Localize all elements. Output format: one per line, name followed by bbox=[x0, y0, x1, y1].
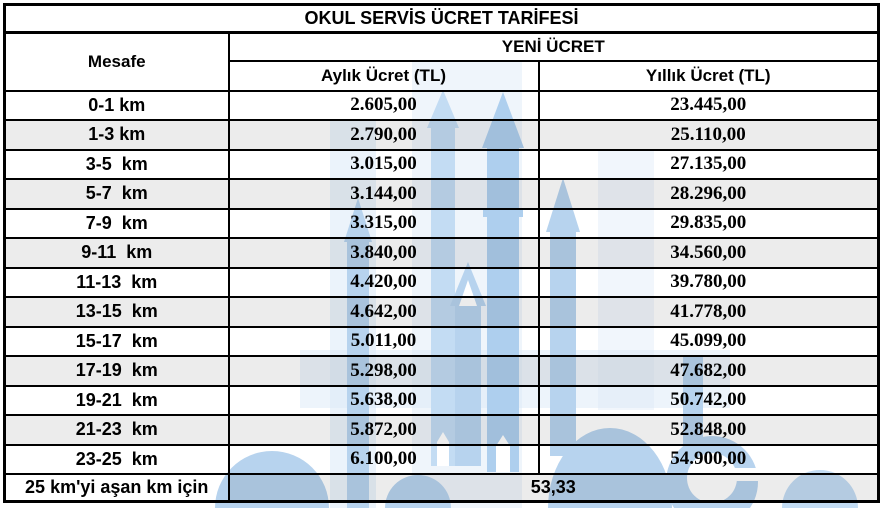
yearly-fee-cell: 41.778,00 bbox=[537, 296, 880, 328]
table-row: 9-11 km 3.840,00 34.560,00 bbox=[3, 237, 880, 269]
distance-cell: 13-15 km bbox=[3, 296, 230, 328]
yearly-fee-cell: 47.682,00 bbox=[537, 355, 880, 387]
table-row: 17-19 km 5.298,00 47.682,00 bbox=[3, 355, 880, 387]
distance-cell: 1-3 km bbox=[3, 119, 230, 151]
distance-cell: 5-7 km bbox=[3, 178, 230, 210]
monthly-fee-cell: 4.642,00 bbox=[227, 296, 540, 328]
distance-cell: 21-23 km bbox=[3, 414, 230, 446]
table-row: 15-17 km 5.011,00 45.099,00 bbox=[3, 325, 880, 357]
table-row: 0-1 km 2.605,00 23.445,00 bbox=[3, 89, 880, 121]
monthly-fee-cell: 6.100,00 bbox=[227, 443, 540, 475]
distance-cell: 19-21 km bbox=[3, 384, 230, 416]
distance-cell: 17-19 km bbox=[3, 355, 230, 387]
yearly-fee-cell: 25.110,00 bbox=[537, 119, 880, 151]
monthly-fee-cell: 4.420,00 bbox=[227, 266, 540, 298]
footer-value-cell: 53,33 bbox=[227, 473, 880, 502]
header-yearly-fee: Yıllık Ücret (TL) bbox=[537, 59, 880, 92]
yearly-fee-cell: 45.099,00 bbox=[537, 325, 880, 357]
yearly-fee-cell: 39.780,00 bbox=[537, 266, 880, 298]
monthly-fee-cell: 5.298,00 bbox=[227, 355, 540, 387]
page-title: OKUL SERVİS ÜCRET TARİFESİ bbox=[3, 3, 880, 34]
monthly-fee-cell: 3.840,00 bbox=[227, 237, 540, 269]
monthly-fee-cell: 3.315,00 bbox=[227, 207, 540, 239]
yearly-fee-cell: 29.835,00 bbox=[537, 207, 880, 239]
footer-label-cell: 25 km'yi aşan km için bbox=[3, 473, 230, 502]
table-row: 11-13 km 4.420,00 39.780,00 bbox=[3, 266, 880, 298]
monthly-fee-cell: 5.872,00 bbox=[227, 414, 540, 446]
yearly-fee-cell: 54.900,00 bbox=[537, 443, 880, 475]
tariff-table: OKUL SERVİS ÜCRET TARİFESİ Mesafe YENİ Ü… bbox=[3, 3, 880, 503]
distance-cell: 7-9 km bbox=[3, 207, 230, 239]
table-row: 13-15 km 4.642,00 41.778,00 bbox=[3, 296, 880, 328]
table-row: 23-25 km 6.100,00 54.900,00 bbox=[3, 443, 880, 475]
table-row: 1-3 km 2.790,00 25.110,00 bbox=[3, 119, 880, 151]
table-row: 21-23 km 5.872,00 52.848,00 bbox=[3, 414, 880, 446]
table-row: 5-7 km 3.144,00 28.296,00 bbox=[3, 178, 880, 210]
footer-row: 25 km'yi aşan km için 53,33 bbox=[3, 473, 880, 502]
yearly-fee-cell: 34.560,00 bbox=[537, 237, 880, 269]
monthly-fee-cell: 3.015,00 bbox=[227, 148, 540, 180]
distance-cell: 0-1 km bbox=[3, 89, 230, 121]
yearly-fee-cell: 23.445,00 bbox=[537, 89, 880, 121]
distance-cell: 15-17 km bbox=[3, 325, 230, 357]
monthly-fee-cell: 2.790,00 bbox=[227, 119, 540, 151]
monthly-fee-cell: 3.144,00 bbox=[227, 178, 540, 210]
yearly-fee-cell: 27.135,00 bbox=[537, 148, 880, 180]
yearly-fee-cell: 28.296,00 bbox=[537, 178, 880, 210]
header-new-fee-group: YENİ ÜCRET bbox=[227, 31, 880, 62]
header-distance: Mesafe bbox=[3, 31, 230, 92]
yearly-fee-cell: 50.742,00 bbox=[537, 384, 880, 416]
table-row: 7-9 km 3.315,00 29.835,00 bbox=[3, 207, 880, 239]
title-row: OKUL SERVİS ÜCRET TARİFESİ bbox=[3, 3, 880, 34]
monthly-fee-cell: 5.638,00 bbox=[227, 384, 540, 416]
distance-cell: 9-11 km bbox=[3, 237, 230, 269]
monthly-fee-cell: 2.605,00 bbox=[227, 89, 540, 121]
distance-cell: 11-13 km bbox=[3, 266, 230, 298]
table-row: 19-21 km 5.638,00 50.742,00 bbox=[3, 384, 880, 416]
yearly-fee-cell: 52.848,00 bbox=[537, 414, 880, 446]
table-row: 3-5 km 3.015,00 27.135,00 bbox=[3, 148, 880, 180]
monthly-fee-cell: 5.011,00 bbox=[227, 325, 540, 357]
header-row-group: Mesafe YENİ ÜCRET bbox=[3, 31, 880, 92]
header-monthly-fee: Aylık Ücret (TL) bbox=[227, 59, 540, 92]
distance-cell: 23-25 km bbox=[3, 443, 230, 475]
distance-cell: 3-5 km bbox=[3, 148, 230, 180]
